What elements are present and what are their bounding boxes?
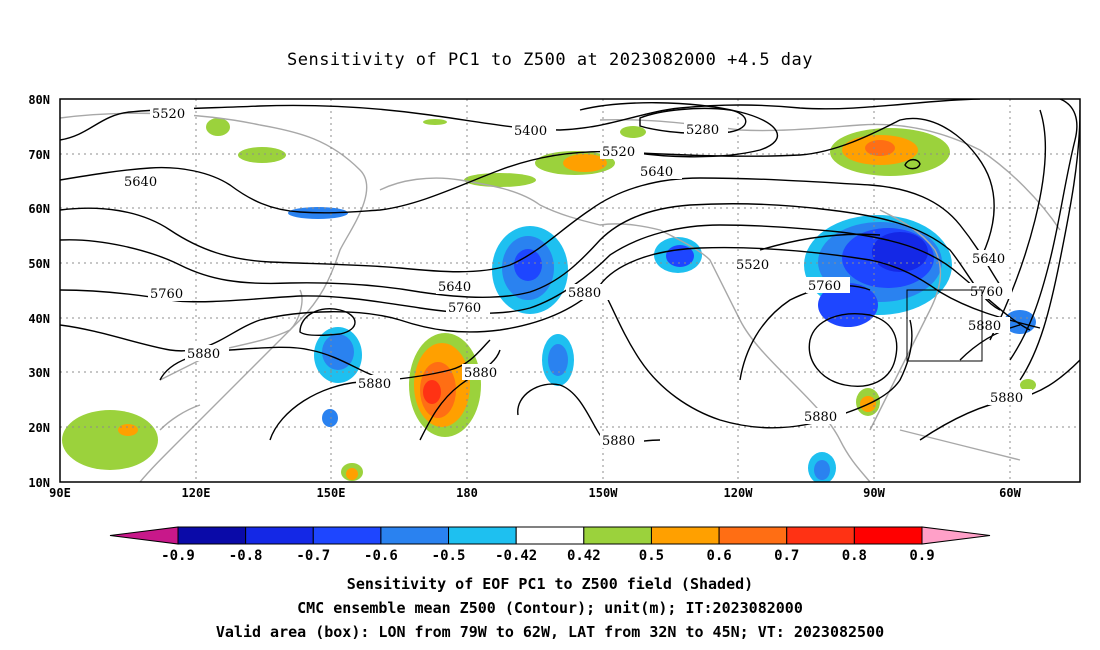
valid-area-box xyxy=(906,289,983,362)
contour-label: 5520 xyxy=(602,145,635,160)
colorbar-segment xyxy=(245,526,314,545)
contour-label: 5640 xyxy=(438,280,471,295)
colorbar-tick-label: -0.8 xyxy=(229,548,263,564)
contour-label: 5880 xyxy=(464,366,497,381)
colorbar-tick-label: -0.7 xyxy=(296,548,330,564)
y-tick-label: 40N xyxy=(28,312,50,326)
caption-line-2: CMC ensemble mean Z500 (Contour); unit(m… xyxy=(297,599,803,617)
contour-label: 5760 xyxy=(150,287,183,302)
colorbar-segment xyxy=(448,526,517,545)
colorbar-segment xyxy=(312,526,382,545)
colorbar-segment xyxy=(515,526,585,545)
contour-label: 5760 xyxy=(808,279,841,294)
y-tick-label: 60N xyxy=(28,202,50,216)
colorbar-tick-label: 0.5 xyxy=(639,548,664,564)
x-tick-label: 150E xyxy=(317,486,346,500)
colorbar-tick-label: 0.8 xyxy=(842,548,867,564)
x-tick-label: 60W xyxy=(999,486,1021,500)
contour-label: 5880 xyxy=(568,286,601,301)
contour-label: 5880 xyxy=(358,377,391,392)
contour-label: 5880 xyxy=(990,391,1023,406)
colorbar-low-triangle xyxy=(109,526,179,545)
contour-label: 5640 xyxy=(640,165,673,180)
x-axis: 90E 120E 150E 180 150W 120W 90W 60W xyxy=(49,486,1021,500)
y-tick-label: 50N xyxy=(28,257,50,271)
map-title: Sensitivity of PC1 to Z500 at 2023082000… xyxy=(286,50,813,70)
z500-contours xyxy=(60,99,1080,444)
contour-label: 5640 xyxy=(124,175,157,190)
contour-label: 5760 xyxy=(448,301,481,316)
contour-label: 5880 xyxy=(968,319,1001,334)
colorbar-tick-label: -0.9 xyxy=(161,548,195,564)
x-tick-label: 180 xyxy=(456,486,478,500)
colorbar-segment xyxy=(177,526,247,545)
colorbar-tick-label: 0.42 xyxy=(567,548,601,564)
colorbar-tick-label: 0.6 xyxy=(706,548,731,564)
contour-label: 5880 xyxy=(187,347,220,362)
colorbar-tick-label: 0.7 xyxy=(774,548,799,564)
contour-label: 5760 xyxy=(970,285,1003,300)
x-tick-label: 120W xyxy=(724,486,754,500)
colorbar-tick-label: -0.5 xyxy=(432,548,466,564)
colorbar-tick-label: 0.9 xyxy=(909,548,934,564)
contour-label: 5280 xyxy=(686,123,719,138)
colorbar-segment xyxy=(380,526,450,545)
contour-label: 5880 xyxy=(804,410,837,425)
x-tick-label: 90W xyxy=(863,486,885,500)
contour-label: 5640 xyxy=(972,252,1005,267)
contour-label: 5520 xyxy=(152,107,185,122)
y-tick-label: 80N xyxy=(28,93,50,107)
contour-label: 5400 xyxy=(514,124,547,139)
colorbar-segment xyxy=(786,526,855,545)
colorbar-segment xyxy=(650,526,720,545)
y-tick-label: 70N xyxy=(28,148,50,162)
colorbar-tick-label: -0.42 xyxy=(495,548,537,564)
contour-labels: 5520 5400 5280 5520 5640 5640 5760 5640 … xyxy=(122,105,1032,449)
colorbar-high-triangle xyxy=(921,526,991,545)
x-tick-label: 150W xyxy=(589,486,619,500)
y-tick-label: 20N xyxy=(28,421,50,435)
sensitivity-shading xyxy=(62,118,1036,482)
contour-label: 5880 xyxy=(602,434,635,449)
colorbar: -0.9 -0.8 -0.7 -0.6 -0.5 -0.42 0.42 0.5 0.6 0.7 0.… xyxy=(109,526,991,564)
caption-line-3: Valid area (box): LON from 79W to 62W, L… xyxy=(215,623,885,641)
colorbar-segment xyxy=(718,526,788,545)
plot-frame xyxy=(59,98,1081,483)
caption-line-1: Sensitivity of EOF PC1 to Z500 field (Sh… xyxy=(346,575,754,593)
y-tick-label: 30N xyxy=(28,366,50,380)
contour-label: 5520 xyxy=(736,258,769,273)
x-tick-label: 90E xyxy=(49,486,71,500)
y-axis: 80N 70N 60N 50N 40N 30N 20N 10N xyxy=(28,93,50,490)
colorbar-segment xyxy=(583,526,652,545)
colorbar-tick-label: -0.6 xyxy=(364,548,398,564)
y-tick-label: 10N xyxy=(28,476,50,490)
colorbar-segment xyxy=(853,526,923,545)
x-tick-label: 120E xyxy=(182,486,211,500)
